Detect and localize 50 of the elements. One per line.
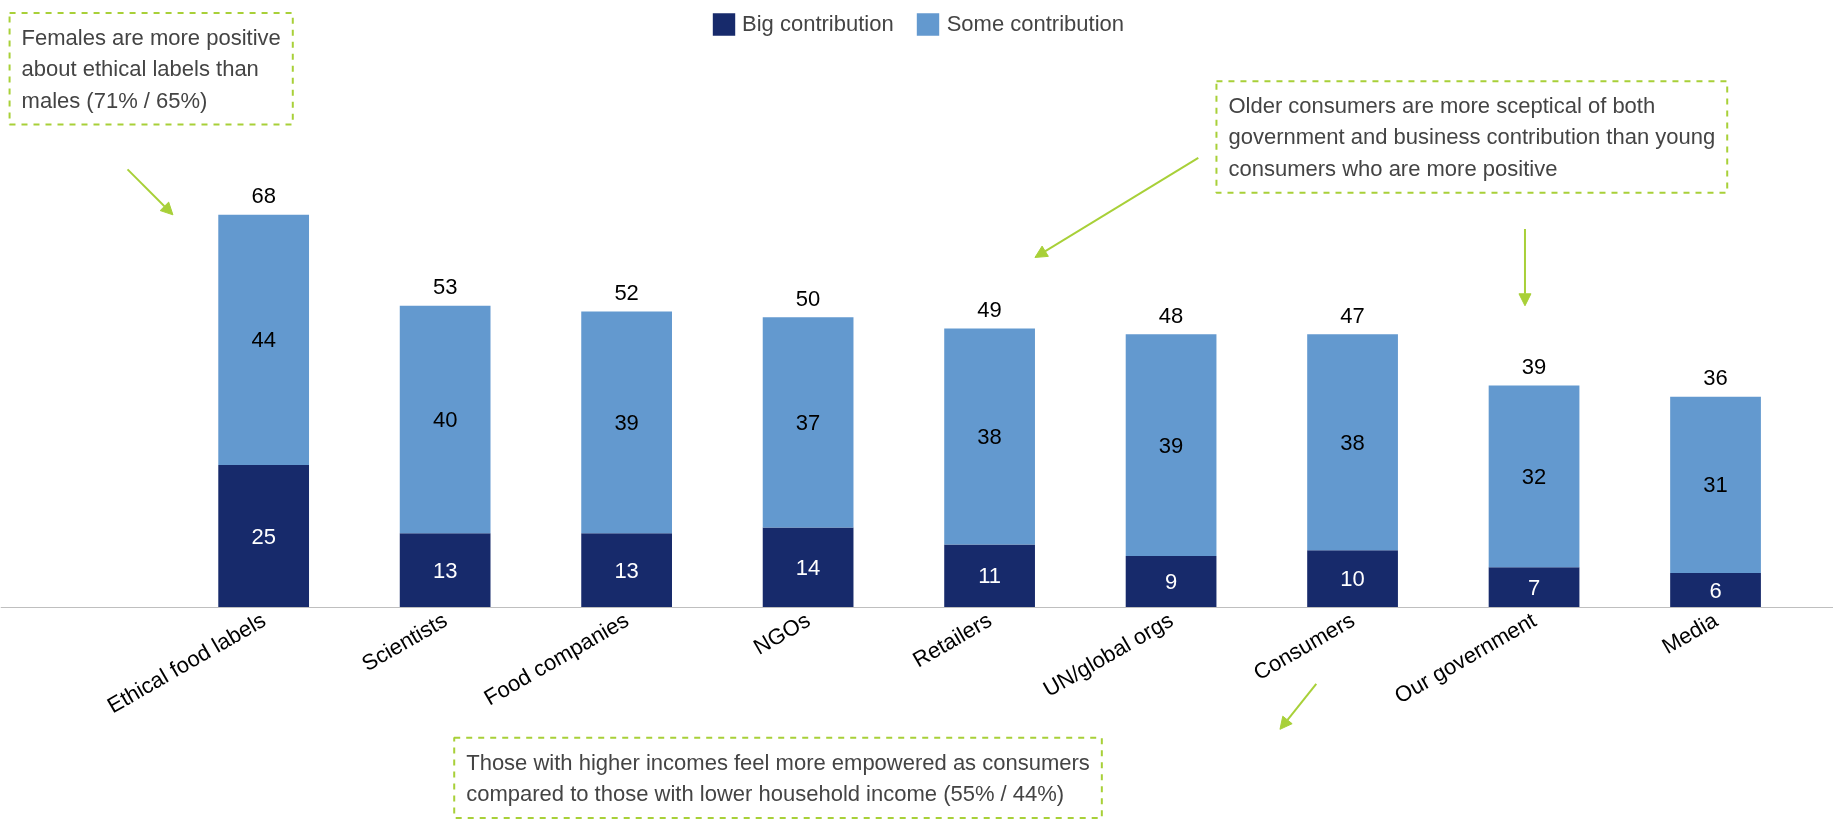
data-label: 38 [977, 424, 1002, 450]
total-label: 39 [1521, 354, 1547, 380]
bar [581, 533, 672, 608]
bar [1307, 550, 1398, 608]
data-label: 14 [795, 554, 821, 580]
bar [762, 527, 854, 608]
data-label: 10 [1340, 566, 1365, 592]
data-label: 39 [1158, 432, 1184, 458]
legend-label: Big contribution [742, 11, 894, 37]
bar [1670, 396, 1761, 573]
legend-label: Some contribution [946, 11, 1124, 37]
data-label: 6 [1709, 577, 1722, 603]
total-label: 36 [1703, 365, 1728, 391]
bar [1307, 334, 1398, 551]
text: Older consumers are more sceptical of both government and business contribution than young consumers who are more positive [1228, 93, 1716, 181]
bar [399, 533, 491, 608]
text: Those with higher incomes feel more empowered as consumers compared to those with lower household income (55% / 44%) [466, 749, 1090, 807]
total-label: 53 [432, 274, 458, 300]
total-label: 49 [977, 297, 1002, 323]
bar [1670, 572, 1761, 608]
total-label: 68 [251, 183, 276, 209]
text: Females are more positive about ethical labels than males (71% / 65%) [21, 25, 281, 113]
bar [399, 305, 491, 534]
bar [581, 311, 672, 534]
data-label: 31 [1703, 472, 1728, 498]
data-label: 39 [614, 409, 639, 435]
data-label: 25 [251, 523, 276, 549]
bar [218, 464, 310, 608]
data-label: 11 [978, 563, 1002, 589]
bar [944, 328, 1035, 545]
bar [1488, 567, 1580, 608]
total-label: 48 [1158, 302, 1184, 328]
data-label: 13 [614, 557, 639, 583]
bar [1125, 334, 1217, 556]
data-label: 40 [432, 406, 458, 432]
data-label: 13 [432, 557, 458, 583]
data-label: 32 [1521, 463, 1547, 489]
data-label: 38 [1340, 429, 1365, 455]
data-label: 7 [1527, 574, 1541, 600]
bar [944, 544, 1035, 608]
data-label: 44 [251, 327, 276, 353]
total-label: 50 [795, 285, 821, 311]
bar [762, 317, 854, 528]
bar [1125, 555, 1217, 608]
total-label: 52 [614, 280, 639, 306]
total-label: 47 [1340, 302, 1365, 328]
data-label: 37 [795, 409, 821, 435]
bar [218, 214, 310, 465]
data-label: 9 [1164, 569, 1178, 595]
bar [1488, 385, 1580, 568]
